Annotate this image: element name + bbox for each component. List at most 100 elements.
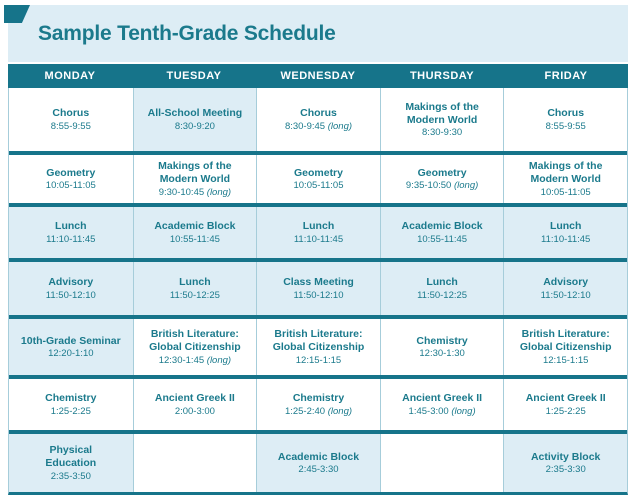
course-name: Lunch (55, 220, 87, 233)
course-time: 8:30-9:30 (422, 127, 463, 139)
course-name: Geometry (293, 166, 343, 179)
schedule-cell: British Literature: Global Citizenship 12… (132, 319, 257, 375)
course-time: 11:50-12:10 (45, 289, 96, 301)
course-name: British Literature: Global Citizenship (519, 328, 612, 353)
page-title: Sample Tenth-Grade Schedule (38, 21, 336, 45)
long-period-marker: (long) (451, 180, 479, 192)
course-name: Lunch (549, 220, 582, 233)
course-name: Academic Block (154, 220, 236, 233)
schedule-cell: Chorus 8:55-9:55 (503, 88, 627, 151)
course-time: 1:45-3:00 (long) (408, 405, 476, 417)
schedule-cell: Ancient Greek II 1:25-2:25 (503, 379, 627, 430)
course-name: Lunch (426, 276, 458, 289)
schedule-row: Geometry 10:05-11:05 Makings of the Modern… (9, 151, 627, 203)
schedule-cell-empty (379, 434, 504, 492)
schedule-cell: Lunch 11:50-12:25 (132, 262, 257, 315)
course-name: Ancient Greek II (525, 392, 606, 405)
course-time: 11:50-12:25 (169, 289, 220, 301)
course-name: Makings of the Modern World (528, 160, 603, 185)
course-name: Chorus (547, 107, 585, 120)
course-name: Ancient Greek II (402, 392, 483, 405)
schedule-row: 10th-Grade Seminar 12:20-1:10 British Lite… (9, 315, 627, 375)
schedule-row: Chorus 8:55-9:55 All-School Meeting 8:30-9:… (9, 88, 627, 151)
course-time: 10:05-11:05 (45, 180, 96, 192)
schedule-cell: Class Meeting 11:50-12:10 (256, 262, 380, 315)
schedule-cell: Advisory 11:50-12:10 (9, 262, 133, 315)
long-period-marker: (long) (448, 405, 476, 417)
long-period-marker: (long) (204, 186, 232, 198)
schedule-cell: Geometry 10:05-11:05 (256, 155, 380, 203)
schedule-cell: Academic Block 2:45-3:30 (256, 434, 380, 492)
schedule-row: Physical Education 2:35-3:50 Academic Bloc… (9, 430, 627, 492)
course-name: Geometry (46, 166, 96, 179)
course-name: British Literature: Global Citizenship (149, 328, 241, 353)
long-period-marker: (long) (325, 120, 353, 132)
course-time: 8:30-9:45 (long) (284, 120, 353, 132)
course-time: 10:05-11:05 (540, 186, 591, 198)
course-name: Activity Block (530, 450, 601, 463)
schedule-body: Chorus 8:55-9:55 All-School Meeting 8:30-9:… (8, 88, 628, 495)
course-name: Academic Block (401, 220, 483, 233)
schedule-row: Lunch 11:10-11:45 Academic Block 10:55-11:4… (9, 203, 627, 258)
course-name: Chemistry (416, 334, 468, 347)
course-time: 1:25-2:25 (545, 405, 586, 417)
header-thursday: THURSDAY (409, 70, 475, 82)
course-time: 10:55-11:45 (417, 233, 468, 245)
schedule-cell: Geometry 10:05-11:05 (9, 155, 133, 203)
course-name: Advisory (543, 276, 589, 289)
schedule-cell: Physical Education 2:35-3:50 (9, 434, 133, 492)
course-time: 12:30-1:30 (419, 348, 465, 360)
course-time: 10:05-11:05 (293, 180, 344, 192)
course-time: 1:25-2:25 (50, 405, 91, 417)
course-time: 2:35-3:50 (50, 470, 91, 482)
course-name: Chemistry (45, 392, 97, 405)
course-time: 10:55-11:45 (169, 233, 220, 245)
schedule-cell: Makings of the Modern World 8:30-9:30 (379, 88, 504, 151)
header-friday: FRIDAY (544, 70, 588, 82)
course-time: 12:15-1:15 (542, 354, 589, 366)
course-name: Academic Block (277, 450, 360, 463)
weekday-header-row: MONDAY TUESDAY WEDNESDAY THURSDAY FRIDAY (8, 64, 628, 88)
schedule-cell: Makings of the Modern World 9:30-10:45 (l… (132, 155, 257, 203)
course-time: 12:15-1:15 (295, 354, 342, 366)
schedule-cell: Chemistry 1:25-2:40 (long) (256, 379, 380, 430)
course-name: Geometry (417, 166, 467, 179)
course-name: 10th-Grade Seminar (20, 334, 121, 347)
schedule-cell: British Literature: Global Citizenship 12… (256, 319, 380, 375)
schedule-cell: 10th-Grade Seminar 12:20-1:10 (9, 319, 133, 375)
course-time: 1:25-2:40 (long) (284, 405, 353, 417)
schedule-cell: Lunch 11:10-11:45 (9, 207, 133, 258)
course-name: Advisory (48, 276, 94, 289)
header-wednesday: WEDNESDAY (280, 70, 356, 82)
schedule-cell: Lunch 11:10-11:45 (503, 207, 627, 258)
course-time: 2:45-3:30 (298, 464, 339, 476)
course-time: 11:10-11:45 (293, 233, 344, 245)
course-time: 2:35-3:30 (545, 464, 586, 476)
schedule-cell: Ancient Greek II 1:45-3:00 (long) (379, 379, 504, 430)
course-time: 11:50-12:10 (293, 289, 344, 301)
schedule-cell-empty (132, 434, 257, 492)
course-name: British Literature: Global Citizenship (272, 328, 365, 353)
course-time: 8:30-9:20 (174, 120, 215, 132)
course-time: 11:10-11:45 (541, 233, 591, 245)
course-name: Makings of the Modern World (405, 100, 479, 126)
course-time: 12:20-1:10 (48, 348, 94, 360)
header-monday: MONDAY (44, 70, 96, 82)
schedule-cell: Lunch 11:10-11:45 (256, 207, 380, 258)
schedule-cell: Advisory 11:50-12:10 (503, 262, 627, 315)
course-time: 8:55-9:55 (50, 120, 91, 132)
schedule-graphic: Sample Tenth-Grade Schedule MONDAY TUESD… (4, 5, 628, 495)
long-period-marker: (long) (204, 354, 232, 366)
schedule-cell: Lunch 11:50-12:25 (379, 262, 504, 315)
course-name: Chorus (300, 107, 337, 120)
schedule-cell: Ancient Greek II 2:00-3:00 (132, 379, 257, 430)
course-name: Lunch (302, 220, 335, 233)
schedule-cell: Makings of the Modern World 10:05-11:05 (503, 155, 627, 203)
course-time: 2:00-3:00 (174, 405, 215, 417)
course-time: 11:10-11:45 (46, 233, 96, 245)
schedule-cell: Academic Block 10:55-11:45 (132, 207, 257, 258)
course-name: Makings of the Modern World (158, 160, 232, 185)
schedule-cell: Chemistry 12:30-1:30 (379, 319, 504, 375)
title-band: Sample Tenth-Grade Schedule (8, 5, 628, 62)
course-time: 12:30-1:45 (long) (158, 354, 232, 366)
